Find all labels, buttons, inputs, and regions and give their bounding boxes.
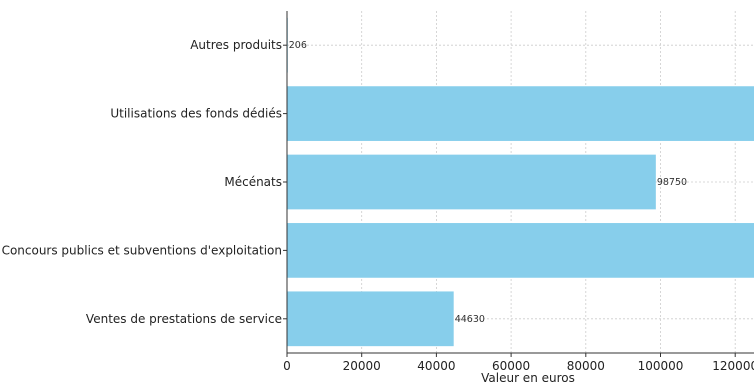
axes: Ventes de prestations de service Concours…: [2, 11, 754, 373]
category-label: Mécénats: [224, 175, 282, 189]
x-tick-label: 20000: [343, 359, 381, 373]
category-label: Concours publics et subventions d'exploi…: [2, 243, 282, 257]
bar: [287, 154, 656, 210]
bar-value-label: 98750: [657, 177, 687, 188]
bar: [287, 223, 754, 278]
bar: [287, 291, 454, 347]
x-tick-label: 40000: [417, 359, 455, 373]
x-tick-label: 100000: [638, 359, 684, 373]
bar: [287, 86, 754, 141]
category-label: Autres produits: [190, 38, 282, 52]
x-tick-label: 0: [283, 359, 291, 373]
category-label: Ventes de prestations de service: [86, 312, 282, 326]
x-tick-label: 60000: [492, 359, 530, 373]
category-label: Utilisations des fonds dédiés: [110, 107, 282, 121]
x-axis-title: Valeur en euros: [481, 371, 575, 385]
x-tick-label: 80000: [567, 359, 605, 373]
bars: 44630 98750 206: [287, 17, 754, 347]
x-tick-label: 120000: [712, 359, 754, 373]
bar-value-label: 44630: [455, 314, 485, 325]
bar-value-label: 206: [289, 40, 307, 51]
